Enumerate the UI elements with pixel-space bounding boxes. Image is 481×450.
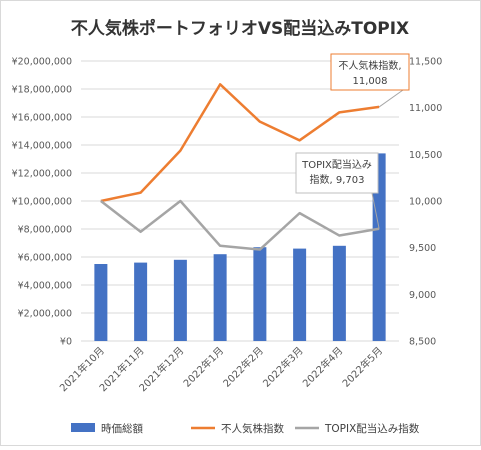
series-line (100, 199, 380, 251)
bar (372, 153, 386, 341)
left-axis-tick-label: ¥10,000,000 (12, 197, 72, 208)
right-axis-tick-label: 9,500 (409, 243, 436, 254)
series-line (100, 83, 380, 203)
x-axis-tick-label: 2022年2月 (220, 344, 266, 390)
left-axis-tick-label: ¥16,000,000 (12, 113, 72, 124)
bar (134, 262, 148, 341)
annotation-box (330, 53, 410, 91)
left-axis-tick-label: ¥18,000,000 (12, 85, 72, 96)
left-axis-tick-label: ¥12,000,000 (12, 169, 72, 180)
left-axis-tick-label: ¥0 (60, 337, 72, 348)
x-axis-tick-label: 2022年4月 (300, 344, 346, 390)
right-axis-tick-label: 10,000 (409, 197, 442, 208)
annotation-label: 不人気株指数, (338, 59, 401, 72)
legend-label: 時価総額 (101, 422, 143, 435)
left-axis-tick-label: ¥14,000,000 (12, 141, 72, 152)
left-axis-tick-label: ¥8,000,000 (18, 225, 72, 236)
annotation-leader (371, 192, 380, 229)
left-axis-tick-label: ¥20,000,000 (12, 57, 72, 68)
annotation-box (295, 152, 379, 194)
x-axis-tick-label: 2022年5月 (339, 344, 385, 390)
bar (213, 254, 227, 341)
left-axis-tick-label: ¥2,000,000 (18, 309, 72, 320)
right-axis-tick-label: 8,500 (409, 337, 436, 348)
legend-label: TOPIX配当込み指数 (324, 422, 420, 435)
x-axis-tick-label: 2022年1月 (180, 344, 226, 390)
bar (293, 248, 307, 341)
legend-swatch (71, 423, 95, 432)
x-axis-tick-label: 2022年3月 (260, 344, 306, 390)
chart-title: 不人気株ポートフォリオVS配当込みTOPIX (71, 18, 409, 39)
legend-label: 不人気株指数 (221, 422, 284, 435)
bar (253, 247, 267, 341)
right-axis-tick-label: 11,000 (409, 103, 442, 114)
right-axis-tick-label: 9,000 (409, 290, 436, 301)
bar (94, 264, 108, 341)
annotation-leader (378, 89, 404, 108)
left-axis-tick-label: ¥6,000,000 (18, 253, 72, 264)
right-axis-tick-label: 10,500 (409, 150, 442, 161)
annotation-label: 11,008 (353, 76, 388, 87)
left-axis-tick-label: ¥4,000,000 (18, 281, 72, 292)
bar (332, 245, 346, 341)
annotation-label: TOPIX配当込み (301, 158, 372, 171)
annotation-label: 指数, 9,703 (310, 173, 365, 186)
bar (173, 259, 187, 341)
right-axis-tick-label: 11,500 (409, 57, 442, 68)
